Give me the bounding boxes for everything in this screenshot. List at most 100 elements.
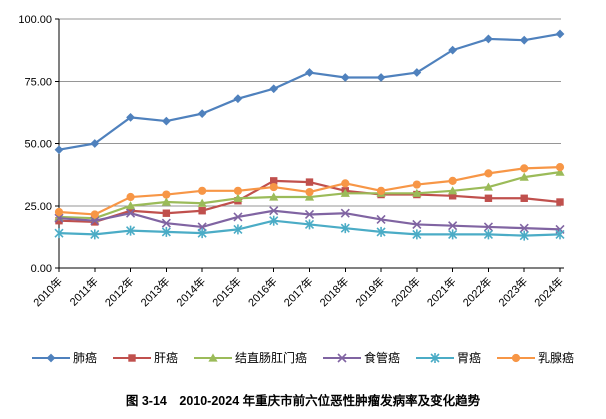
- legend-label: 肺癌: [72, 351, 97, 365]
- series-marker: [90, 210, 99, 219]
- series-marker: [340, 208, 350, 218]
- legend-label: 结直肠肛门癌: [234, 351, 307, 365]
- series-marker: [376, 73, 386, 82]
- series-marker: [555, 163, 565, 172]
- series-marker: [340, 73, 350, 82]
- legend-marker-icon-esophageal-cancer: [323, 352, 361, 363]
- series-marker: [305, 187, 314, 197]
- series-marker: [90, 139, 100, 148]
- series-marker: [340, 223, 350, 234]
- series-marker: [519, 223, 529, 233]
- series-marker: [519, 230, 529, 241]
- series-marker: [162, 190, 171, 199]
- legend-item-colorectal-cancer: 结直肠肛门癌: [193, 349, 307, 366]
- series-marker: [46, 353, 56, 362]
- legend-marker-icon-lung-cancer: [31, 353, 70, 362]
- series-marker: [233, 224, 243, 235]
- x-axis-label: 2023年: [495, 274, 530, 309]
- series-marker: [376, 226, 386, 237]
- series-markers-breast-cancer: [54, 163, 565, 219]
- x-axis-label: 2018年: [316, 274, 351, 309]
- legend-item-esophageal-cancer: 食管癌: [323, 349, 400, 366]
- x-axis-label: 2019年: [352, 274, 387, 309]
- legend-label: 肝癌: [153, 351, 178, 365]
- series-marker: [376, 186, 386, 195]
- series-marker: [556, 198, 564, 206]
- series-marker: [90, 216, 100, 226]
- series-marker: [511, 353, 521, 362]
- series-marker: [376, 214, 386, 225]
- series-marker: [448, 192, 457, 200]
- series-marker: [90, 229, 100, 240]
- series-marker: [161, 226, 171, 237]
- y-axis-label: 0.00: [31, 263, 52, 275]
- series-markers-stomach-cancer: [54, 215, 565, 241]
- series-marker: [412, 68, 422, 77]
- series-marker: [555, 167, 565, 176]
- series-marker: [430, 352, 440, 363]
- series-marker: [54, 145, 64, 155]
- legend-label: 乳腺癌: [538, 351, 575, 365]
- series-marker: [197, 109, 207, 119]
- legend-item-stomach-cancer: 胃癌: [416, 349, 481, 366]
- series-marker: [483, 222, 493, 232]
- series-marker: [197, 228, 207, 239]
- series-marker: [197, 198, 207, 207]
- series-marker: [126, 112, 135, 122]
- series-marker: [161, 218, 171, 228]
- series-marker: [519, 172, 529, 181]
- series-marker: [448, 176, 457, 185]
- series-marker: [448, 229, 458, 240]
- series-marker: [161, 116, 171, 126]
- series-marker: [483, 182, 494, 191]
- series-marker: [162, 209, 171, 217]
- legend-item-liver-cancer: 肝癌: [112, 349, 178, 366]
- series-marker: [412, 180, 421, 189]
- series-marker: [269, 182, 278, 192]
- series-marker: [484, 34, 493, 44]
- series-marker: [448, 186, 458, 195]
- y-axis-label: 100.00: [18, 14, 52, 26]
- series-marker: [270, 177, 278, 185]
- series-marker: [198, 186, 207, 195]
- x-axis-label: 2012年: [102, 274, 137, 309]
- series-marker: [555, 229, 565, 240]
- series-marker: [233, 212, 243, 222]
- legend-marker-icon-stomach-cancer: [416, 352, 455, 363]
- series-marker: [161, 197, 171, 206]
- line-chart-plot: 0.00 25.00 50.00 75.00 100.00 2010年 2011年 2012年…: [18, 14, 566, 309]
- x-axis-label: 2010年: [30, 274, 65, 309]
- x-axis-label: 2021年: [424, 274, 459, 309]
- series-marker: [305, 178, 314, 186]
- series-marker: [519, 35, 529, 45]
- y-axis-label: 75.00: [24, 76, 52, 88]
- series-marker: [412, 219, 422, 229]
- chart-legend: 肺癌 肝癌 结直肠肛门癌 食管癌 胃癌 乳腺癌: [0, 349, 606, 366]
- series-marker: [91, 218, 99, 226]
- series-markers-esophageal-cancer: [54, 206, 565, 234]
- x-axis-label: 2013年: [137, 274, 172, 309]
- x-axis-label: 2015年: [209, 274, 244, 309]
- series-marker: [126, 208, 136, 218]
- series-line-lung-cancer: [58, 32, 561, 151]
- series-markers-lung-cancer: [54, 29, 565, 155]
- series-marker: [233, 94, 243, 104]
- series-marker: [54, 213, 64, 223]
- x-axis-label: 2016年: [245, 274, 280, 309]
- series-marker: [305, 68, 314, 77]
- series-marker: [555, 29, 565, 39]
- series-marker: [233, 193, 243, 202]
- series-marker: [341, 179, 350, 188]
- series-marker: [269, 192, 279, 201]
- series-marker: [304, 209, 315, 220]
- series-marker: [304, 219, 315, 230]
- legend-label: 胃癌: [457, 351, 482, 365]
- series-marker: [304, 192, 315, 201]
- legend-item-lung-cancer: 肺癌: [31, 349, 97, 366]
- x-axis-label: 2017年: [281, 274, 316, 309]
- series-marker: [483, 229, 493, 240]
- series-marker: [269, 215, 279, 226]
- y-axis-label: 25.00: [24, 201, 52, 213]
- x-axis-label: 2022年: [460, 274, 495, 309]
